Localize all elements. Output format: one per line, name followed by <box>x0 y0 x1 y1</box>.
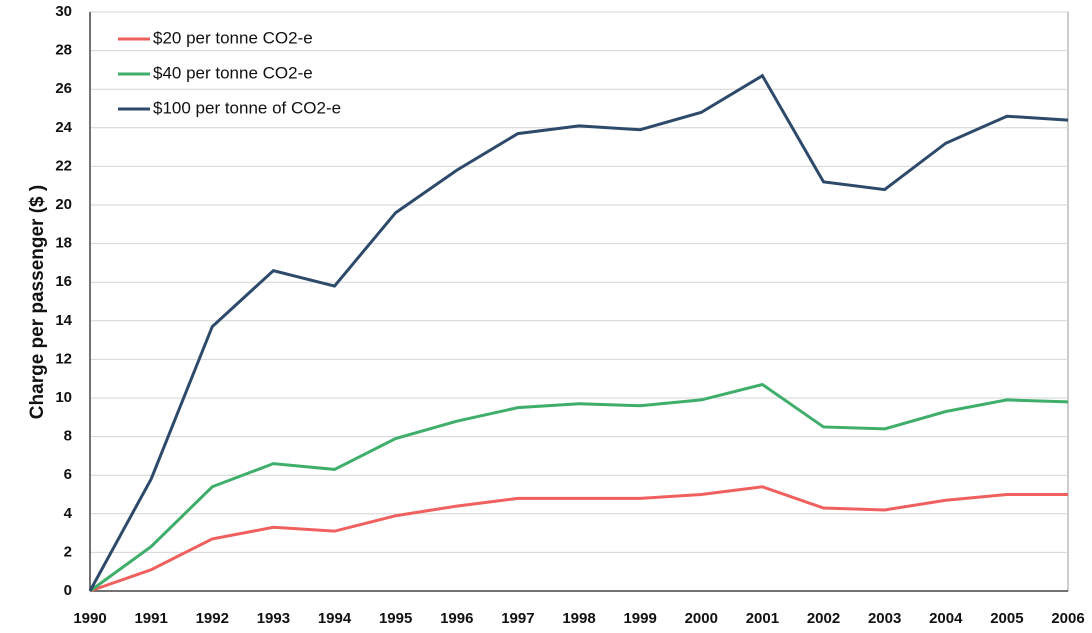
x-tick-label: 1990 <box>73 610 106 627</box>
y-tick-label: 24 <box>55 119 72 136</box>
x-tick-label: 1993 <box>257 610 290 627</box>
x-tick-label: 1992 <box>196 610 229 627</box>
y-tick-label: 30 <box>55 3 72 20</box>
y-axis-label: Charge per passenger ($ ) <box>27 185 48 419</box>
series-line <box>89 382 1069 593</box>
x-tick-label: 2000 <box>685 610 718 627</box>
y-tick-label: 18 <box>55 235 72 252</box>
y-tick-label: 26 <box>55 80 72 97</box>
x-tick-label: 2001 <box>746 610 779 627</box>
legend-label: $100 per tonne of CO2-e <box>153 98 341 117</box>
x-tick-label: 1998 <box>562 610 595 627</box>
y-tick-label: 22 <box>55 157 72 174</box>
x-tick-label: 1994 <box>318 610 352 627</box>
x-tick-label: 1999 <box>623 610 656 627</box>
y-tick-label: 4 <box>64 505 73 522</box>
legend-label: $20 per tonne CO2-e <box>153 28 313 47</box>
x-tick-label: 2006 <box>1051 610 1084 627</box>
y-tick-label: 10 <box>55 389 72 406</box>
y-tick-label: 6 <box>64 466 72 483</box>
x-tick-label: 2003 <box>868 610 901 627</box>
x-tick-label: 1996 <box>440 610 473 627</box>
x-tick-label: 2002 <box>807 610 840 627</box>
series-line <box>89 485 1068 593</box>
y-tick-label: 20 <box>55 196 72 213</box>
y-tick-label: 0 <box>64 582 72 599</box>
x-tick-label: 1997 <box>501 610 534 627</box>
y-tick-label: 12 <box>55 350 72 367</box>
series-line <box>88 73 1069 592</box>
y-tick-label: 14 <box>55 312 72 329</box>
x-tick-label: 2004 <box>929 610 963 627</box>
y-tick-label: 2 <box>64 543 72 560</box>
y-tick-label: 8 <box>64 428 72 445</box>
y-tick-label: 28 <box>55 42 72 59</box>
legend-label: $40 per tonne CO2-e <box>153 63 313 82</box>
x-tick-label: 1991 <box>134 610 167 627</box>
y-tick-label: 16 <box>55 273 72 290</box>
x-tick-label: 2005 <box>990 610 1023 627</box>
x-tick-label: 1995 <box>379 610 412 627</box>
